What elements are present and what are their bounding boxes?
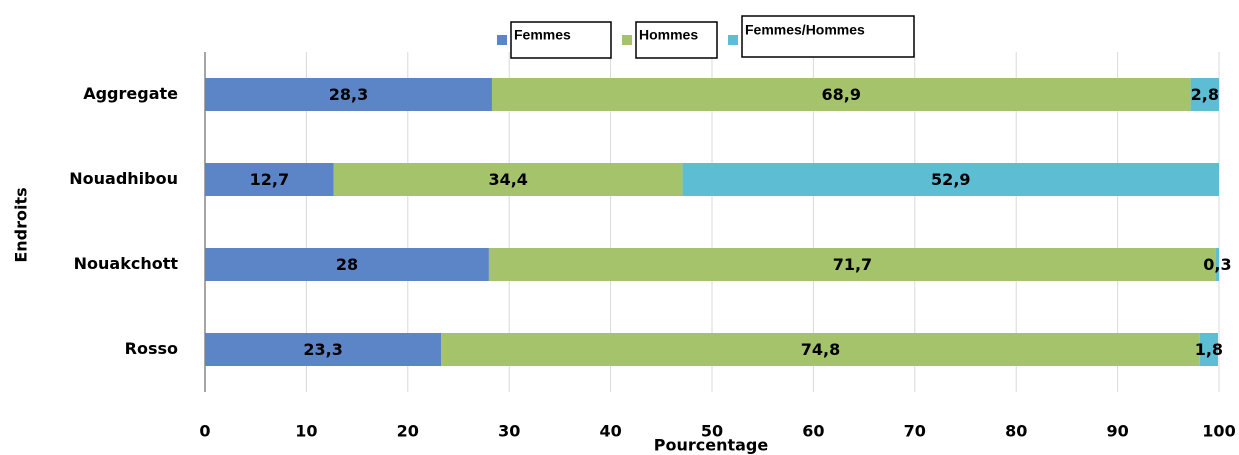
legend-swatch (497, 35, 507, 45)
bar-segment (1190, 78, 1219, 111)
bar-segment (441, 333, 1200, 366)
data-label: 52,9 (931, 170, 970, 189)
y-tick-label: Aggregate (83, 84, 178, 103)
x-tick-label: 70 (904, 422, 926, 441)
data-label: 34,4 (488, 170, 527, 189)
legend-label: Hommes (639, 27, 698, 43)
bar-segment (205, 248, 489, 281)
x-tick-label: 40 (599, 422, 621, 441)
x-tick-label: 10 (295, 422, 317, 441)
legend-swatch (728, 35, 738, 45)
bar-segment (1215, 248, 1219, 281)
data-label: 74,8 (801, 340, 840, 359)
data-label: 0,3 (1203, 255, 1231, 274)
data-label: 28 (336, 255, 358, 274)
legend-swatch (622, 35, 632, 45)
legend-box (510, 21, 612, 59)
bar-segment (205, 163, 334, 196)
legend-box (741, 15, 915, 58)
data-label: 2,8 (1191, 85, 1219, 104)
bar-segment (491, 78, 1191, 111)
x-tick-label: 50 (701, 422, 723, 441)
legend-label: Femmes (514, 27, 571, 43)
bar-segment (333, 163, 683, 196)
x-tick-label: 30 (498, 422, 520, 441)
bar-segment (205, 333, 442, 366)
y-tick-label: Nouadhibou (69, 169, 178, 188)
data-label: 28,3 (329, 85, 368, 104)
data-label: 71,7 (833, 255, 872, 274)
x-tick-label: 100 (1202, 422, 1235, 441)
legend-label: Femmes/Hommes (745, 22, 865, 38)
y-axis-label: Endroits (12, 187, 31, 262)
data-label: 68,9 (822, 85, 861, 104)
legend-box (635, 21, 718, 59)
bar-segment (488, 248, 1216, 281)
y-tick-label: Nouakchott (74, 254, 179, 273)
x-tick-label: 20 (397, 422, 419, 441)
data-label: 1,8 (1195, 340, 1223, 359)
bar-segment (205, 78, 492, 111)
x-tick-label: 0 (199, 422, 210, 441)
x-tick-label: 80 (1005, 422, 1027, 441)
data-label: 23,3 (303, 340, 342, 359)
x-tick-label: 60 (802, 422, 824, 441)
data-label: 12,7 (250, 170, 289, 189)
y-tick-label: Rosso (125, 339, 178, 358)
bar-segment (682, 163, 1219, 196)
bar-segment (1199, 333, 1218, 366)
x-axis-label: Pourcentage (654, 436, 769, 455)
x-tick-label: 90 (1106, 422, 1128, 441)
